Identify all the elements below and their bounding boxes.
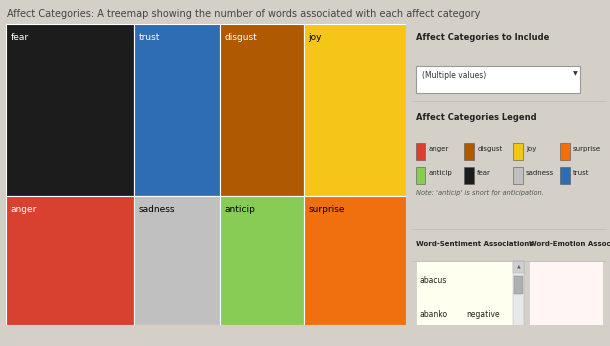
Text: Word-Emotion Assoc: Word-Emotion Assoc — [529, 241, 610, 247]
Bar — [415, 66, 580, 93]
Text: (Multiple values): (Multiple values) — [423, 71, 487, 80]
Text: anticip: anticip — [224, 205, 256, 214]
Bar — [513, 261, 524, 336]
Bar — [464, 167, 474, 184]
Bar — [220, 196, 304, 325]
Bar — [513, 167, 523, 184]
Bar — [464, 143, 474, 160]
Bar — [6, 196, 134, 325]
Text: anger: anger — [428, 146, 448, 152]
Text: sadness: sadness — [138, 205, 175, 214]
Text: negative: negative — [467, 310, 500, 319]
Text: Affect Categories: A treemap showing the number of words associated with each af: Affect Categories: A treemap showing the… — [7, 9, 481, 19]
Text: fear: fear — [477, 170, 491, 176]
Bar — [304, 196, 406, 325]
Text: disgust: disgust — [477, 146, 503, 152]
Text: abacus: abacus — [420, 275, 447, 284]
Bar — [6, 24, 134, 196]
Text: Affect Categories Legend: Affect Categories Legend — [415, 113, 536, 122]
Text: surprise: surprise — [309, 205, 345, 214]
Text: ▼: ▼ — [573, 71, 578, 76]
Text: abanko: abanko — [420, 310, 448, 319]
Bar — [560, 143, 570, 160]
Text: surprise: surprise — [573, 146, 601, 152]
Text: sadness: sadness — [526, 170, 554, 176]
Text: trust: trust — [573, 170, 589, 176]
Bar — [514, 275, 523, 294]
Bar — [220, 24, 304, 196]
Text: anticip: anticip — [428, 170, 452, 176]
Text: Affect Categories to Include: Affect Categories to Include — [415, 33, 549, 42]
Text: Word-Sentiment Associations: Word-Sentiment Associations — [415, 241, 533, 247]
Bar — [513, 261, 524, 273]
Bar — [415, 167, 425, 184]
Bar — [529, 261, 603, 336]
Bar — [560, 167, 570, 184]
Bar — [134, 196, 220, 325]
Bar — [304, 24, 406, 196]
Text: disgust: disgust — [224, 33, 257, 42]
Text: joy: joy — [309, 33, 322, 42]
Text: anger: anger — [11, 205, 37, 214]
Text: Note: 'anticip' is short for anticipation.: Note: 'anticip' is short for anticipatio… — [415, 190, 544, 196]
Text: trust: trust — [138, 33, 160, 42]
Bar — [513, 143, 523, 160]
Text: ▲: ▲ — [517, 263, 520, 268]
Bar — [415, 261, 513, 336]
Bar — [134, 24, 220, 196]
Bar — [415, 143, 425, 160]
Text: joy: joy — [526, 146, 536, 152]
Text: fear: fear — [11, 33, 29, 42]
